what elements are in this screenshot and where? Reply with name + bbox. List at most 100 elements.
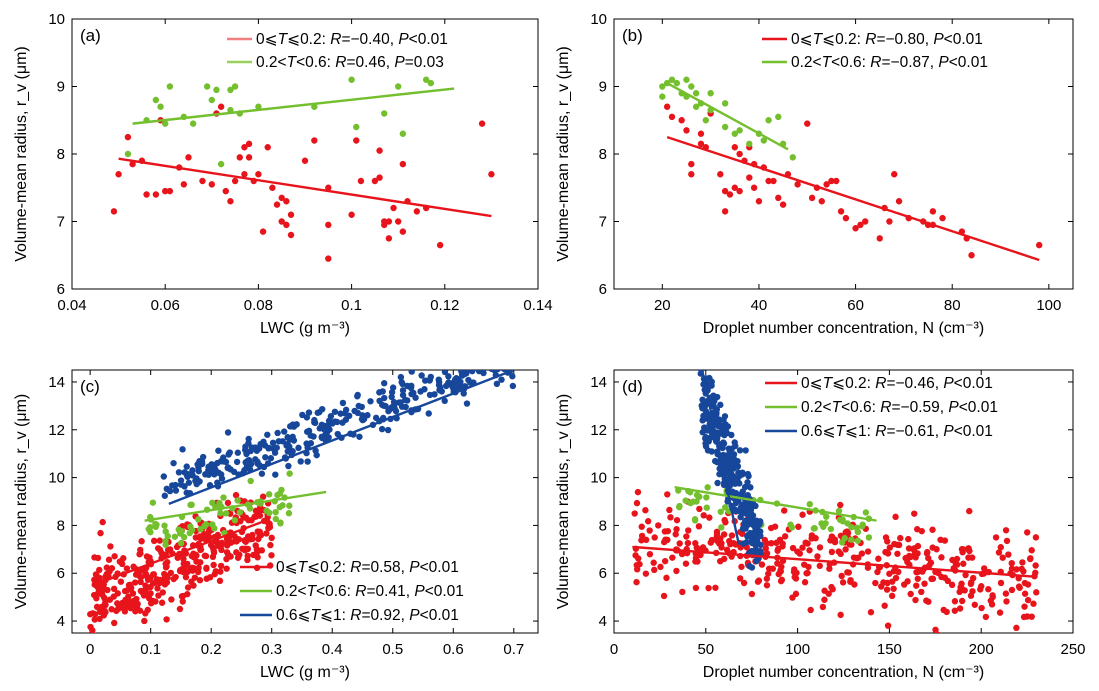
x-axis-label: Droplet number concentration, N (cm⁻³) (703, 664, 984, 681)
data-point (755, 577, 763, 584)
data-point (731, 480, 739, 487)
data-point (104, 636, 110, 642)
legend-range-pre: 0⩽ (791, 31, 813, 48)
data-point (209, 553, 217, 561)
data-point (254, 458, 261, 466)
data-point (700, 412, 707, 420)
data-point (895, 541, 903, 549)
data-point (846, 541, 853, 548)
data-point (143, 553, 151, 560)
data-point (1008, 559, 1015, 567)
data-point (827, 537, 834, 544)
chart-panel-2: 20 40 60 80 100 6 7 8 9 10 Droplet number concentr… (555, 11, 1074, 337)
data-point (682, 497, 689, 504)
legend-r-value: =−0.61, (886, 423, 943, 440)
data-point (312, 447, 319, 454)
legend-entry: 0.2<T<0.6: R=−0.59, P<0.01 (801, 399, 998, 416)
data-point (1013, 624, 1020, 632)
x-tick-label: 250 (1060, 641, 1085, 658)
data-point (410, 389, 417, 397)
data-point (164, 532, 171, 540)
legend-range-post: <0.6: (841, 399, 880, 416)
data-point (664, 491, 671, 498)
data-point (163, 616, 170, 623)
data-point (736, 187, 743, 195)
data-point (180, 551, 187, 559)
data-point (1030, 600, 1037, 607)
data-point (247, 477, 254, 485)
y-tick-label: 8 (599, 517, 607, 534)
data-point (929, 544, 936, 551)
data-point (940, 606, 947, 614)
data-point (842, 214, 850, 222)
data-point (187, 501, 194, 509)
data-point (794, 181, 801, 188)
data-point (708, 396, 715, 404)
data-point (498, 359, 504, 365)
data-point (203, 83, 211, 90)
data-point (91, 616, 98, 623)
y-tick-label: 10 (590, 470, 607, 487)
data-point (245, 439, 252, 447)
data-point (183, 463, 190, 470)
legend-p-symbol: P (414, 583, 425, 600)
y-tick-label: 6 (599, 565, 607, 582)
data-point (95, 584, 103, 592)
y-tick-label: 14 (590, 374, 607, 391)
data-point (768, 540, 775, 547)
data-point (854, 528, 862, 536)
data-point (171, 533, 179, 540)
data-point (958, 546, 966, 553)
data-point (263, 530, 270, 537)
data-point (180, 533, 188, 541)
data-point (714, 479, 721, 487)
data-point (711, 457, 719, 465)
data-point (751, 548, 758, 556)
data-point (867, 609, 875, 616)
x-tick-label: 20 (654, 297, 671, 314)
data-point (702, 440, 709, 447)
data-point (1005, 551, 1012, 558)
data-point (233, 458, 241, 466)
y-tick-label: 6 (57, 281, 65, 298)
data-point (453, 383, 460, 391)
data-point (939, 214, 946, 222)
data-point (721, 100, 729, 107)
legend-p-value: <0.01 (954, 423, 993, 440)
data-point (1026, 555, 1034, 563)
data-point (774, 547, 781, 554)
legend-range-post: ⩽0.2: (307, 559, 350, 576)
data-point (769, 565, 777, 572)
data-point (757, 541, 764, 549)
data-point (227, 198, 234, 205)
data-point (196, 577, 204, 584)
data-point (111, 553, 118, 560)
data-point (231, 83, 239, 90)
data-point (997, 544, 1004, 551)
data-point (745, 472, 752, 480)
data-point (180, 568, 187, 576)
legend-range-pre: 0.2< (256, 54, 287, 71)
legend-r-symbol: R (330, 31, 341, 48)
data-point (847, 578, 854, 585)
data-point (919, 568, 926, 575)
data-point (381, 110, 388, 117)
data-point (740, 525, 748, 532)
data-point (141, 617, 148, 625)
data-point (256, 531, 263, 539)
data-point (379, 388, 386, 395)
data-point (299, 411, 306, 419)
data-point (269, 184, 276, 191)
data-point (854, 537, 862, 544)
legend-p-value: <0.01 (420, 559, 459, 576)
data-point (816, 544, 824, 551)
data-point (274, 429, 281, 437)
data-point (206, 526, 213, 534)
panel-label: (d) (622, 377, 643, 396)
data-point (144, 606, 151, 614)
data-point (721, 187, 729, 195)
legend-range-post: ⩽0.2: (822, 31, 865, 48)
data-point (736, 127, 743, 134)
data-point (691, 516, 699, 523)
x-tick-label: 0.3 (261, 641, 282, 658)
